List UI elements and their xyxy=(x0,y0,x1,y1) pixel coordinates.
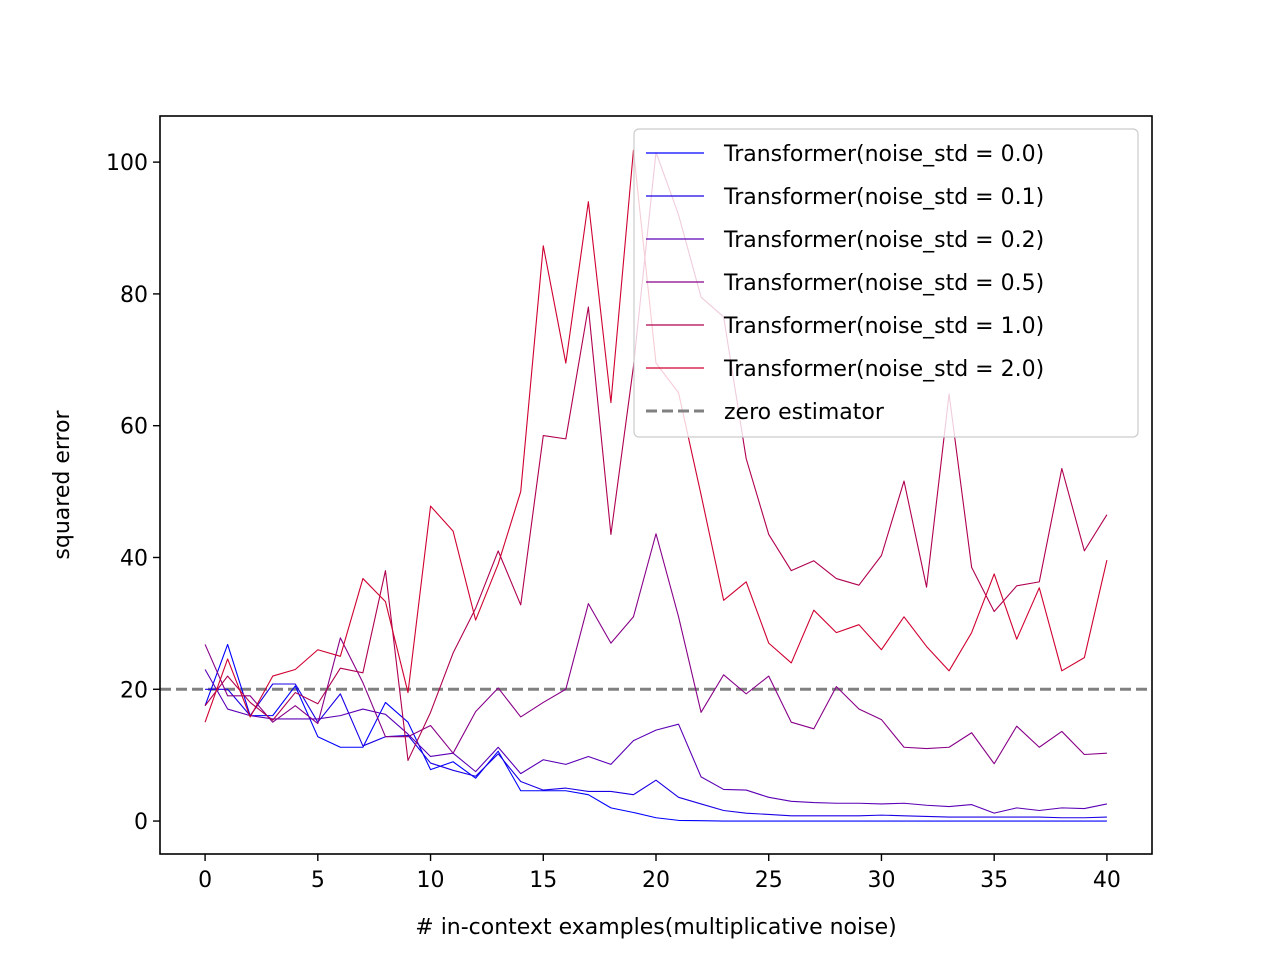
series-line-1 xyxy=(205,683,1107,819)
legend-box xyxy=(633,128,1139,438)
x-tick-label: 40 xyxy=(1093,868,1121,893)
x-tick-label: 0 xyxy=(198,868,212,893)
y-tick-label: 20 xyxy=(120,678,148,703)
legend-label: Transformer(noise_std = 0.1) xyxy=(723,185,1044,210)
y-tick-label: 80 xyxy=(120,283,148,308)
y-tick-label: 60 xyxy=(120,415,148,440)
x-axis-label: # in-context examples(multiplicative noi… xyxy=(415,915,896,940)
x-tick-label: 20 xyxy=(642,868,670,893)
series-line-3 xyxy=(204,533,1107,765)
y-tick-label: 40 xyxy=(120,546,148,571)
legend-label: Transformer(noise_std = 1.0) xyxy=(723,314,1044,339)
x-tick-label: 5 xyxy=(311,868,325,893)
x-tick-label: 15 xyxy=(529,868,557,893)
legend-label: Transformer(noise_std = 0.5) xyxy=(723,271,1044,296)
legend-label: zero estimator xyxy=(724,400,885,425)
y-tick-label: 0 xyxy=(134,810,148,835)
series-line-2 xyxy=(204,669,1108,814)
x-tick-label: 35 xyxy=(980,868,1008,893)
x-tick-label: 30 xyxy=(867,868,895,893)
x-tick-label: 25 xyxy=(755,868,783,893)
legend-label: Transformer(noise_std = 0.2) xyxy=(723,228,1044,253)
legend: Transformer(noise_std = 0.0) Transformer(… xyxy=(633,128,1139,438)
x-tick-label: 10 xyxy=(417,868,445,893)
series-line-0 xyxy=(204,643,1107,822)
y-axis-label: squared error xyxy=(50,409,75,559)
legend-label: Transformer(noise_std = 2.0) xyxy=(723,357,1044,382)
axes: 0 5 10 15 20 25 30 35 40 0 20 40 60 80 100 xyxy=(106,115,1153,893)
legend-label: Transformer(noise_std = 0.0) xyxy=(723,142,1044,167)
y-tick-label: 100 xyxy=(106,151,148,176)
